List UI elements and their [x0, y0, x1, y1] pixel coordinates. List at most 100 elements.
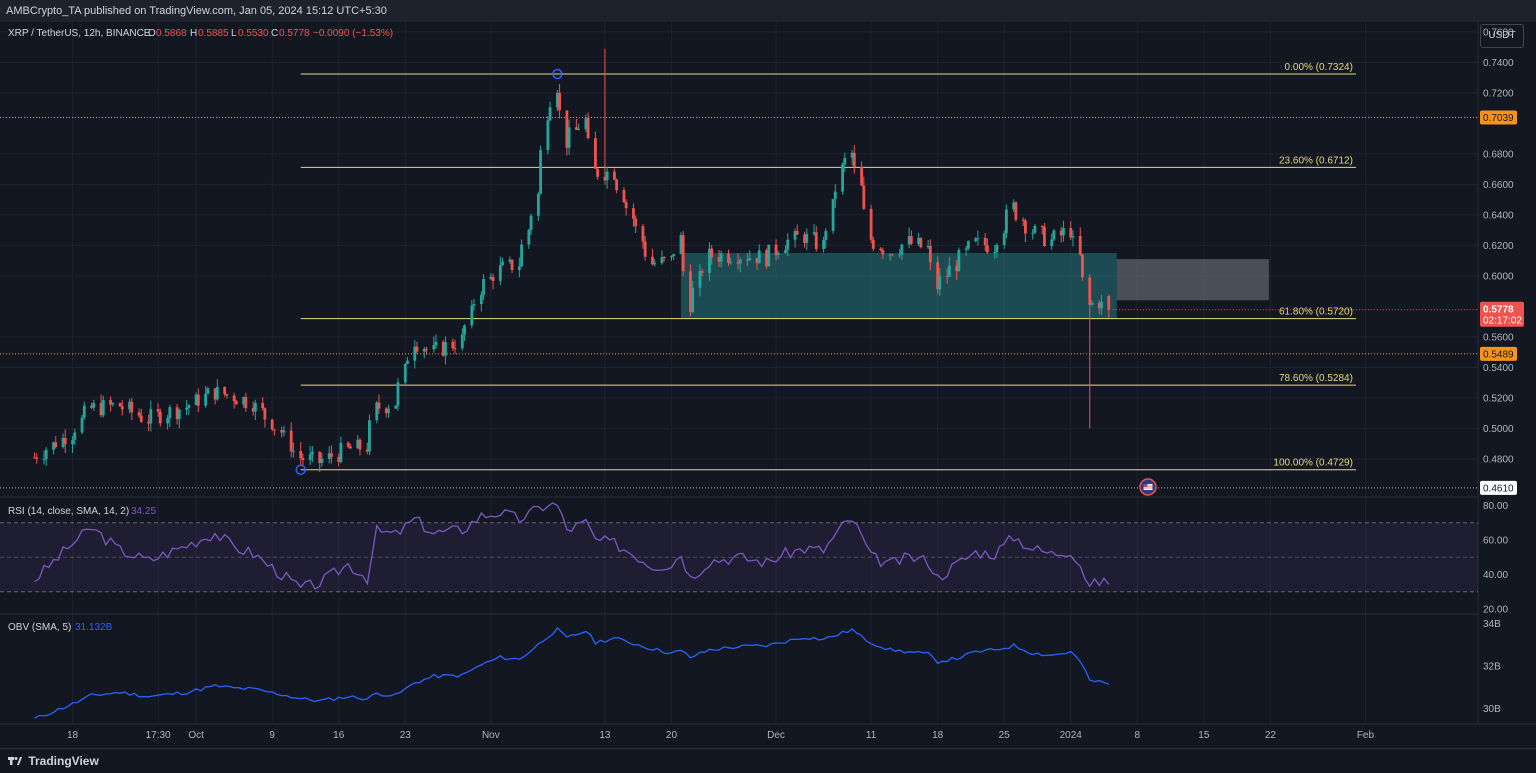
candle-body-up [843, 158, 846, 165]
time-tick-label: 8 [1135, 730, 1141, 741]
candle-body-down [1015, 202, 1018, 219]
price-tick-label: 0.7600 [1483, 27, 1514, 38]
legend-symbol: XRP / TetherUS, 12h, BINANCE [8, 28, 151, 39]
candle-body-up [470, 306, 473, 326]
chart-canvas[interactable]: 0.00% (0.7324) 23.60% (0.6712) 61.80% (0.5… [0, 22, 1536, 748]
rsi-axis[interactable]: 80.00 60.00 40.00 20.00 [1483, 501, 1508, 616]
candle-body-up [1072, 236, 1075, 238]
candle-body-up [482, 279, 485, 295]
candle-body-down [881, 250, 884, 254]
time-tick-label: 2024 [1060, 730, 1083, 741]
level-tag: 0.7039 [1483, 113, 1514, 124]
candle-body-up [43, 459, 46, 460]
candle-body-up [577, 129, 580, 130]
candle-body-up [948, 266, 951, 277]
legend-close-label: C [271, 28, 278, 39]
price-tick-label: 0.6200 [1483, 241, 1514, 252]
candle-body-down [634, 219, 637, 227]
publish-text: AMBCrypto_TA published on TradingView.co… [6, 5, 387, 17]
candle-body-up [549, 107, 552, 120]
candle-body-up [292, 451, 295, 452]
candle-body-up [530, 216, 533, 230]
obv-pane: OBV (SMA, 5) 31.132B [8, 622, 1109, 718]
obv-axis[interactable]: 34B 32B 30B [1483, 619, 1501, 715]
candle-body-up [83, 406, 86, 418]
candle-body-down [919, 238, 922, 247]
candle-body-down [290, 430, 293, 451]
candle-body-down [663, 257, 666, 258]
rsi-tick-label: 60.00 [1483, 535, 1508, 546]
candle-body-up [1003, 233, 1006, 245]
candle-body-down [451, 342, 454, 348]
price-tick-label: 0.5000 [1483, 424, 1514, 435]
candle-body-up [805, 234, 808, 243]
candle-body-down [872, 240, 875, 249]
candle-body-up [1091, 303, 1094, 305]
candle-body-down [984, 238, 987, 245]
candle-body-down [587, 118, 590, 138]
candle-body-down [261, 403, 264, 408]
candle-body-up [166, 418, 169, 423]
price-tick-label: 0.5400 [1483, 363, 1514, 374]
candle-body-down [710, 249, 713, 258]
time-tick-label: 13 [599, 730, 611, 741]
demand-zone [681, 253, 1117, 319]
candle-body-down [225, 394, 228, 395]
price-axis[interactable]: 0.7600 0.7400 0.7200 0.6800 0.6600 0.6400 0.62… [1483, 27, 1514, 465]
level-tag: 0.4610 [1483, 483, 1514, 494]
candle-body-down [1041, 226, 1044, 227]
candle-body-up [216, 387, 219, 400]
price-tick-label: 0.6000 [1483, 271, 1514, 282]
candle-body-up [699, 271, 702, 288]
candle-body-up [102, 400, 105, 415]
candle-body-up [841, 164, 844, 191]
candle-body-down [1024, 221, 1027, 234]
candle-body-up [321, 459, 324, 463]
flag-event-icon[interactable] [1140, 479, 1156, 495]
time-tick-label: 22 [1265, 730, 1277, 741]
candle-body-up [461, 335, 464, 349]
candle-body-up [435, 342, 438, 345]
candle-body-up [670, 256, 673, 257]
time-tick-label: Feb [1357, 730, 1375, 741]
candle-body-up [187, 405, 190, 408]
time-tick-label: 20 [666, 730, 678, 741]
candle-body-up [784, 250, 787, 253]
candle-body-up [311, 452, 314, 455]
price-tick-label: 0.7400 [1483, 58, 1514, 69]
time-tick-label: 25 [999, 730, 1011, 741]
candle-body-up [938, 276, 941, 289]
candle-body-up [786, 240, 789, 250]
time-tick-label: Dec [767, 730, 785, 741]
price-tick-label: 0.6400 [1483, 210, 1514, 221]
candle-body-up [606, 172, 609, 181]
time-tick-label: 15 [1198, 730, 1210, 741]
candle-body-down [64, 438, 67, 444]
candle-body-up [691, 288, 694, 312]
candle-body-down [330, 453, 333, 457]
candle-body-up [501, 262, 504, 266]
tradingview-logo[interactable]: TradingView [8, 754, 99, 768]
candle-body-down [891, 254, 894, 255]
candle-body-up [967, 241, 970, 248]
candle-body-up [537, 194, 540, 216]
candle-body-up [653, 263, 656, 264]
candle-body-down [35, 458, 38, 459]
time-tick-label: Oct [188, 730, 204, 741]
candle-body-down [596, 169, 599, 177]
time-axis[interactable]: 18 17:30 Oct 9 16 23 Nov 13 20 Dec 11 18 25 2024 8 15 22… [67, 730, 1375, 741]
legend-open: 0.5868 [156, 28, 187, 39]
candle-body-up [463, 325, 466, 334]
fib-label: 78.60% (0.5284) [1279, 373, 1353, 384]
fib-label: 0.00% (0.7324) [1285, 62, 1353, 73]
candle-body-down [54, 442, 57, 447]
obv-tick-label: 32B [1483, 661, 1501, 672]
price-tick-label: 0.6600 [1483, 180, 1514, 191]
time-tick-label: Nov [482, 730, 500, 741]
candle-body-up [1034, 226, 1037, 233]
candle-body-up [518, 266, 521, 269]
candle-body-up [178, 410, 181, 419]
candle-body-up [45, 450, 48, 459]
candle-body-down [1079, 236, 1082, 254]
candle-body-up [1062, 228, 1065, 235]
